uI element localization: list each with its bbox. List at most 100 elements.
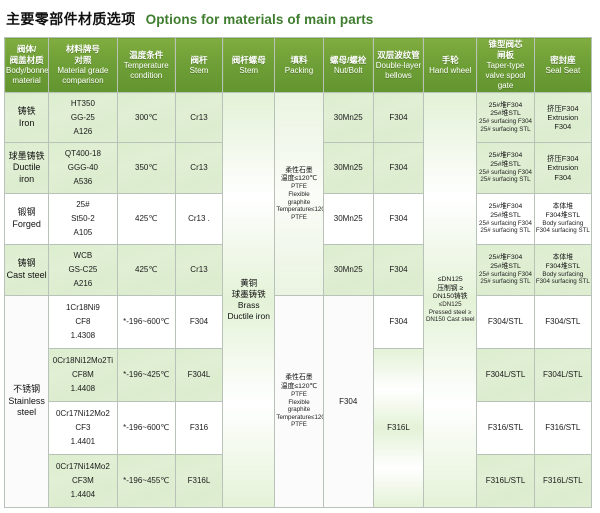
packing-cn3: PTFE (291, 183, 307, 191)
seal-seat-body-en1: Body surfacing (542, 270, 584, 278)
col-header-hand-wheel-cn: 手轮 (441, 54, 459, 65)
row-seal-seat-2: 本体堆 F304堆STL Body surfacing F304 surfaci… (533, 193, 593, 246)
table-row: 0Cr17Ni14Mo2 CF3M 1.4404 *-196~455℃ F316… (5, 454, 593, 509)
row-nut-bolt-0: 30Mn25 (322, 92, 374, 144)
grade-value: GG-25 (70, 112, 95, 122)
row-seal-seat-4: F304/STL (533, 295, 593, 350)
grade-value: 25# (76, 200, 90, 210)
table-row: 球墨铸铁 Ductile iron QT400-18 GGG-40 A536 3… (3, 142, 593, 195)
row-taper-gate-2: 25#堆F304 25#堆STL 25# surfacing F304 25# … (476, 193, 535, 246)
row-grades-5: 0Cr18Ni12Mo2Ti CF8M 1.4408 (48, 348, 118, 403)
col-header-taper-gate-en2: valve spool (485, 71, 526, 81)
stem-nut-cn2: 球墨铸铁 (231, 289, 266, 300)
row-material-en-3: Cast steel (6, 270, 47, 281)
row-grades-3: WCB GS-C25 A216 (48, 244, 118, 297)
col-header-bellows: 双层波纹管 Double-layer bellows (372, 36, 425, 94)
grade-value: 1.4404 (70, 490, 96, 500)
row-stem-5: F304L (174, 348, 224, 403)
row-stem-2: Cr13 . (174, 193, 224, 246)
taper-gate-en1: 25# surfacing F304 (479, 219, 532, 227)
hand-wheel-en3: DN150 Cast steel (425, 316, 475, 324)
row-material-cn-0: 铸铁 (17, 105, 36, 116)
materials-table-wrap: 阀体/ 阀盖材质 Body/bonnet material 材料牌号 对照 Ma… (3, 36, 596, 509)
col-header-bellows-en1: Double-layer (375, 60, 422, 70)
row-taper-gate-6: F316/STL (476, 401, 535, 456)
col-header-body-material: 阀体/ 阀盖材质 Body/bonnet material (3, 36, 50, 94)
grade-value: A126 (73, 126, 93, 136)
row-material-1: 球墨铸铁 Ductile iron (3, 142, 50, 195)
hand-wheel-cell: ≤DN125 压制钢 ≥ DN150铸铁 ≤DN125 Pressed stee… (423, 92, 478, 509)
packing-cn2: 温度≤120℃ (280, 175, 318, 183)
row-bellows-1: F304 (372, 142, 425, 195)
col-header-seal-seat-cn: 密封座 (550, 54, 576, 65)
seal-seat-body-en1: Body surfacing (542, 219, 584, 227)
seal-seat-en1: Extrusion (547, 112, 579, 122)
col-header-seal-seat-en: Seal Seat (545, 65, 581, 75)
stem-nut-en1: Brass (237, 300, 260, 311)
table-row: 0Cr18Ni12Mo2Ti CF8M 1.4408 *-196~425℃ F3… (5, 348, 593, 509)
row-seal-seat-0: 挤压F304 Extrusion F304 (533, 92, 593, 144)
seal-seat-cn1: 挤压F304 (547, 154, 579, 164)
row-material-en-2: Forged (12, 219, 41, 230)
grade-value: 0Cr17Ni12Mo2 (55, 409, 110, 419)
packing-cn2: 温度≤120℃ (280, 382, 318, 390)
row-seal-seat-3: 本体堆 F304堆STL Body surfacing F304 surfaci… (533, 244, 593, 297)
taper-gate-cn1: 25#堆F304 (488, 254, 523, 262)
row-material-3: 铸钢 Cast steel (3, 244, 50, 297)
row-taper-gate-0: 25#堆F304 25#堆STL 25# surfacing F304 25# … (476, 92, 535, 144)
row-seal-seat-7: F316L/STL (533, 454, 593, 509)
col-header-hand-wheel: 手轮 Hand wheel (423, 36, 478, 94)
col-header-nut-bolt-cn: 螺母/螺栓 (330, 54, 367, 65)
grade-value: 1.4308 (70, 331, 96, 341)
row-taper-gate-4: F304/STL (476, 295, 535, 350)
table-row: 铸钢 Cast steel WCB GS-C25 A216 425℃ Cr13 … (3, 244, 593, 297)
row-grades-2: 25# St50-2 A105 (48, 193, 118, 246)
row-seal-seat-6: F316/STL (533, 401, 593, 456)
row-material-0: 铸铁 Iron (3, 92, 50, 144)
col-header-body-material-cn2: 阀盖材质 (9, 55, 44, 66)
row-temperature-3: 425℃ (116, 244, 176, 297)
col-header-grade-cn1: 材料牌号 (65, 44, 100, 54)
seal-seat-en2: F304 (554, 122, 572, 132)
row-bellows-2: F304 (372, 193, 425, 246)
table-row: 0Cr17Ni12Mo2 CF3 1.4401 *-196~600℃ F316 … (5, 401, 593, 456)
taper-gate-cn1: 25#堆F304 (488, 152, 523, 160)
col-header-taper-gate-en1: Taper-type (486, 61, 525, 71)
packing-en2: Temperature≤120℃ (276, 413, 322, 421)
row-material-cn-1: 球墨铸铁 (8, 150, 45, 161)
col-header-stem-nut: 阀杆螺母 Stem (222, 36, 276, 94)
taper-gate-cn1: 25#堆F304 (488, 101, 523, 109)
page-title-en: Options for materials of main parts (145, 12, 374, 27)
taper-gate-en1: 25# surfacing F304 (479, 118, 532, 126)
packing-en1: Flexible graphite (287, 398, 311, 414)
grade-value: A536 (73, 177, 93, 187)
grade-value: GS-C25 (68, 265, 98, 275)
col-header-stem: 阀杆 Stem (174, 36, 224, 94)
col-header-nut-bolt: 螺母/螺栓 Nut/Bolt (322, 36, 374, 94)
taper-gate-en1: 25# surfacing F304 (479, 168, 532, 176)
grade-value: 1Cr18Ni9 (65, 303, 100, 313)
col-header-stem-nut-en: Stem (239, 65, 259, 75)
row-temperature-5: *-196~425℃ (116, 348, 176, 403)
row-temperature-4: *-196~600℃ (116, 295, 176, 350)
col-header-taper-gate: 锥型阀芯 闸板 Taper-type valve spool gate (476, 36, 535, 94)
seal-seat-body-cn2: F304堆STL (545, 262, 581, 270)
grade-value: St50-2 (71, 214, 95, 224)
seal-seat-en1: Extrusion (547, 163, 579, 173)
grade-value: 1.4408 (70, 384, 96, 394)
grade-value: A216 (73, 279, 93, 289)
taper-gate-cn2: 25#堆STL (490, 160, 521, 168)
taper-gate-cn1: 25#堆F304 (488, 203, 523, 211)
bellows-cell-stainless: F316L (372, 348, 425, 509)
packing-en1: Flexible graphite (287, 191, 311, 206)
col-header-seal-seat: 密封座 Seal Seat (533, 36, 593, 94)
col-header-stem-en: Stem (189, 65, 209, 75)
row-stem-1: Cr13 (174, 142, 224, 195)
taper-gate-en2: 25# surfacing STL (480, 227, 531, 235)
col-header-bellows-en2: bellows (385, 70, 412, 80)
row-bellows-3: F304 (372, 244, 425, 297)
row-seal-seat-1: 挤压F304 Extrusion F304 (533, 142, 593, 195)
row-stem-4: F304 (174, 295, 224, 350)
seal-seat-body-cn1: 本体堆 (552, 254, 574, 262)
table-row: 锻钢 Forged 25# St50-2 A105 425℃ Cr13 . 30… (3, 193, 593, 246)
